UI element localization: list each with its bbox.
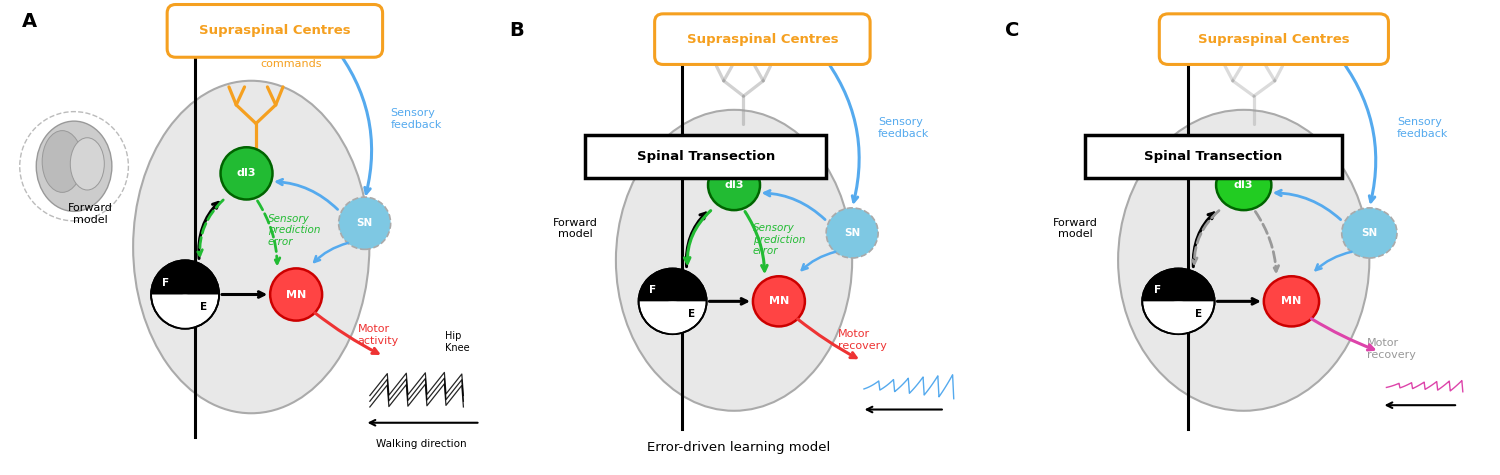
Text: Error-driven learning model: Error-driven learning model <box>646 441 831 454</box>
Text: F: F <box>650 285 657 295</box>
Text: MN: MN <box>1281 296 1302 306</box>
Ellipse shape <box>36 121 112 211</box>
Circle shape <box>708 160 760 210</box>
FancyBboxPatch shape <box>585 135 826 178</box>
Text: Walking direction: Walking direction <box>376 439 466 449</box>
Circle shape <box>1142 268 1215 334</box>
Circle shape <box>827 208 878 258</box>
Circle shape <box>753 276 806 326</box>
Text: Sensory
prediction
error: Sensory prediction error <box>268 214 321 247</box>
Text: Spinal Transection: Spinal Transection <box>636 150 776 163</box>
Text: dI3: dI3 <box>724 180 744 190</box>
FancyBboxPatch shape <box>654 14 870 65</box>
Text: Supraspinal Centres: Supraspinal Centres <box>1198 33 1350 46</box>
Text: Sensory
feedback: Sensory feedback <box>390 108 442 130</box>
Wedge shape <box>639 268 706 301</box>
Circle shape <box>1341 208 1396 258</box>
Text: Sensory
prediction
error: Sensory prediction error <box>753 223 806 256</box>
Text: SN: SN <box>844 228 861 238</box>
Circle shape <box>656 268 690 301</box>
Ellipse shape <box>42 131 82 192</box>
Text: SN: SN <box>357 218 374 228</box>
Circle shape <box>639 268 706 334</box>
Text: Forward
model: Forward model <box>68 203 112 225</box>
Text: Motor
recovery: Motor recovery <box>839 329 886 351</box>
Text: dI3: dI3 <box>1234 180 1254 190</box>
Ellipse shape <box>70 138 105 190</box>
Ellipse shape <box>1118 110 1370 411</box>
FancyBboxPatch shape <box>166 5 382 57</box>
Text: Motor
commands: Motor commands <box>748 31 810 53</box>
Circle shape <box>656 301 690 334</box>
Text: Spinal Transection: Spinal Transection <box>1144 150 1282 163</box>
Circle shape <box>270 268 322 321</box>
Text: SN: SN <box>1360 228 1377 238</box>
Text: MN: MN <box>286 289 306 300</box>
Text: Supraspinal Centres: Supraspinal Centres <box>200 24 351 38</box>
Text: F: F <box>1154 285 1161 295</box>
Text: dI3: dI3 <box>237 168 256 179</box>
Text: Supraspinal Centres: Supraspinal Centres <box>687 33 838 46</box>
Text: C: C <box>1005 21 1020 40</box>
Text: Sensory
feedback: Sensory feedback <box>1396 117 1449 139</box>
Text: Forward
model: Forward model <box>1053 218 1098 239</box>
Text: Forward
model: Forward model <box>554 218 598 239</box>
Ellipse shape <box>134 81 369 413</box>
Circle shape <box>152 260 219 329</box>
Text: Motor
commands: Motor commands <box>261 48 322 69</box>
Text: Motor
activity: Motor activity <box>357 324 399 346</box>
Wedge shape <box>1142 268 1215 301</box>
Text: F: F <box>162 277 170 288</box>
Text: E: E <box>201 302 207 313</box>
Circle shape <box>1161 301 1197 334</box>
Circle shape <box>220 147 273 200</box>
Text: Sensory
feedback: Sensory feedback <box>878 117 930 139</box>
Circle shape <box>1161 268 1197 301</box>
Circle shape <box>168 260 202 294</box>
Text: E: E <box>688 309 694 319</box>
Circle shape <box>1264 276 1318 326</box>
Text: E: E <box>1196 309 1202 319</box>
Circle shape <box>168 294 202 329</box>
Circle shape <box>1216 160 1272 210</box>
Circle shape <box>339 197 390 249</box>
Text: Motor
commands: Motor commands <box>1260 31 1322 53</box>
FancyBboxPatch shape <box>1086 135 1341 178</box>
Ellipse shape <box>616 110 852 411</box>
Text: Hip
Knee: Hip Knee <box>446 331 470 353</box>
Wedge shape <box>152 260 219 294</box>
Text: B: B <box>510 21 525 40</box>
Text: A: A <box>22 12 38 31</box>
Text: Motor
recovery: Motor recovery <box>1366 338 1416 360</box>
FancyBboxPatch shape <box>1160 14 1389 65</box>
Text: MN: MN <box>770 296 789 306</box>
